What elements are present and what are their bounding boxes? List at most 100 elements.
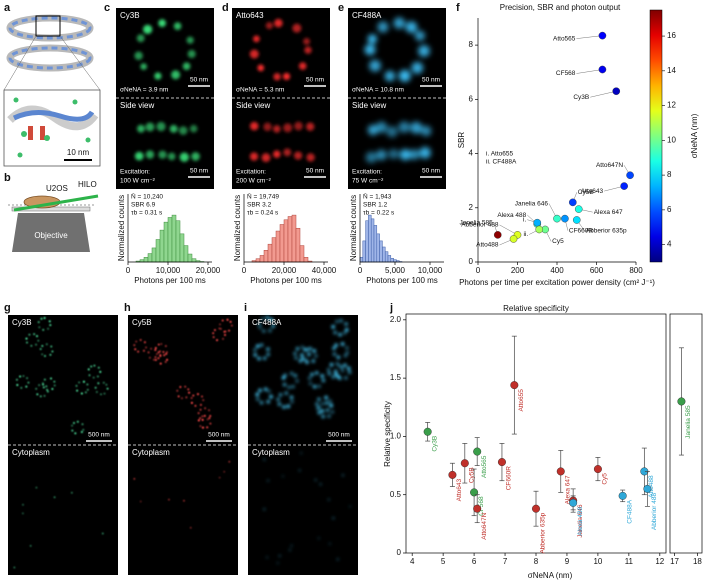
fluorescence-spot xyxy=(42,386,45,389)
fluorescence-spot xyxy=(250,121,259,131)
fluorescence-spot xyxy=(327,414,331,418)
fluorescence-spot xyxy=(46,390,49,393)
fluorescence-spot xyxy=(388,148,399,160)
point-label: ii. xyxy=(524,231,529,238)
fluorescence-spot xyxy=(410,121,423,134)
fluorescence-spot xyxy=(20,386,23,389)
fluorescence-spot xyxy=(320,409,325,413)
y-tick-label: 1.0 xyxy=(390,432,402,441)
point-label: Atto565 xyxy=(553,35,576,42)
fluorescence-spot xyxy=(257,64,265,72)
fluorescence-spot xyxy=(27,381,30,384)
fluorescence-spot xyxy=(249,49,259,59)
dye-label: CF488A xyxy=(252,318,282,327)
fluorescence-spot xyxy=(180,397,184,400)
fluorescence-spot xyxy=(324,401,329,405)
data-point xyxy=(643,484,652,493)
histogram-bar xyxy=(379,240,383,263)
excitation-power: 100 W cm⁻² xyxy=(120,178,156,185)
microscopy-image xyxy=(232,8,330,189)
fluorescence-spot xyxy=(164,344,167,348)
fluorescence-spot xyxy=(307,376,312,380)
x-tick-label: 9 xyxy=(565,557,570,566)
point-label: Alexa 488 xyxy=(577,506,584,535)
data-point xyxy=(470,488,479,497)
y-tick-label: 1.5 xyxy=(390,373,402,382)
fluorescence-spot xyxy=(87,368,90,371)
fluorescence-spot xyxy=(266,352,270,357)
fluorescence-spot xyxy=(145,122,155,132)
fluorescence-spot xyxy=(377,21,389,33)
point-label: CF568 xyxy=(478,496,485,516)
histogram-bar xyxy=(370,218,375,263)
fluorescence-spot xyxy=(167,498,170,501)
data-point xyxy=(473,504,482,513)
x-tick-label: 7 xyxy=(503,557,508,566)
annotation: i. Atto655 xyxy=(486,151,513,158)
stat-label: τb = 0.22 s xyxy=(363,210,395,217)
fluorescence-spot xyxy=(321,378,326,383)
fluorescence-spot xyxy=(95,390,98,394)
fluorescence-spot xyxy=(92,376,95,379)
data-point xyxy=(535,225,544,234)
fluorescence-spot xyxy=(144,346,148,349)
data-point xyxy=(553,214,561,223)
fluorescence-spot xyxy=(330,410,335,414)
fluorescence-spot xyxy=(304,46,312,54)
fluorescence-spot xyxy=(197,419,200,422)
fluorescence-spot xyxy=(365,151,377,163)
fluorescence-spot xyxy=(37,321,40,324)
fluorescence-spot xyxy=(332,517,335,520)
fluorescence-spot xyxy=(106,387,109,390)
fluorescence-spot xyxy=(48,320,51,323)
fluorescence-spot xyxy=(200,395,204,398)
fluorescence-spot xyxy=(292,23,302,33)
colorbar-tick-label: 10 xyxy=(667,135,676,144)
fluorescence-spot xyxy=(218,476,221,479)
x-tick-label: 6 xyxy=(472,557,477,566)
fluorescence-layer xyxy=(13,316,109,569)
fluorescence-spot xyxy=(199,403,203,406)
histogram-bar xyxy=(167,217,173,263)
fluorescence-spot xyxy=(263,122,272,132)
fluorescence-spot xyxy=(212,336,215,339)
fluorescence-spot xyxy=(268,328,272,333)
fluorescence-spot xyxy=(75,384,78,387)
fluorescence-spot xyxy=(298,359,303,363)
fluorescence-spot xyxy=(25,385,28,388)
fluorescence-spot xyxy=(301,357,305,361)
data-point xyxy=(598,65,607,74)
y-axis-label: Normalized counts xyxy=(349,195,358,261)
microscopy-image xyxy=(348,8,446,189)
fluorescence-spot xyxy=(306,122,315,131)
fluorescence-spot xyxy=(304,358,308,362)
fluorescence-spot xyxy=(278,393,283,397)
data-point xyxy=(533,218,542,227)
data-point xyxy=(493,231,502,239)
fluorescence-spot xyxy=(328,542,331,545)
fluorescence-spot xyxy=(150,347,153,350)
fluorescence-spot xyxy=(45,385,48,388)
fluorescence-spot xyxy=(277,402,282,406)
fluorescence-spot xyxy=(21,503,24,506)
fluorescence-spot xyxy=(45,343,48,346)
fluorescence-spot xyxy=(145,150,155,159)
data-point xyxy=(460,459,469,468)
data-point xyxy=(620,182,628,190)
fluorescence-spot xyxy=(76,420,79,423)
histogram-bar xyxy=(163,221,169,263)
fluorescence-spot xyxy=(314,354,318,358)
data-point xyxy=(593,465,602,474)
fluorescence-spot xyxy=(329,362,334,367)
fluorescence-spot xyxy=(255,344,260,348)
fluorescence-spot xyxy=(282,405,286,409)
fluorescence-spot xyxy=(135,340,138,343)
fluorescence-spot xyxy=(300,353,304,357)
fluorescence-spot xyxy=(258,388,262,393)
scale-bar-label: 50 nm xyxy=(422,77,440,84)
point-label: CF568 xyxy=(556,70,576,77)
histogram-bar xyxy=(139,259,145,263)
histogram-bar xyxy=(299,245,305,263)
fluorescence-spot xyxy=(332,352,337,356)
cell-label: U2OS xyxy=(46,184,68,193)
